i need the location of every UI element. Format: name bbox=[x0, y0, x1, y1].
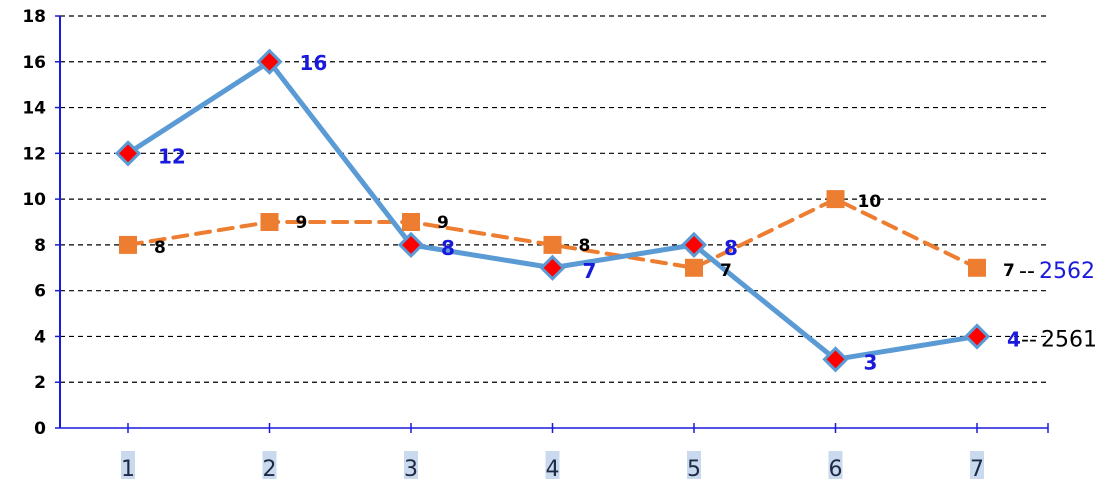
y-tick-label: 18 bbox=[22, 7, 46, 27]
data-label: 3 bbox=[864, 350, 878, 374]
x-tick-label: 4 bbox=[546, 457, 560, 482]
series-name-separator: -- bbox=[1021, 327, 1037, 352]
data-label: 8 bbox=[441, 236, 455, 260]
x-tick-label: 2 bbox=[263, 457, 277, 482]
series-name-label: 2562 bbox=[1039, 259, 1095, 284]
data-label: 9 bbox=[296, 213, 308, 233]
data-point-marker bbox=[539, 254, 566, 281]
y-tick-label: 14 bbox=[22, 99, 46, 119]
data-label: 10 bbox=[858, 192, 882, 212]
data-label: 8 bbox=[724, 236, 738, 260]
x-tick-highlight bbox=[121, 451, 135, 479]
y-tick-label: 12 bbox=[22, 144, 46, 164]
data-label: 4 bbox=[1007, 327, 1021, 351]
y-tick-label: 10 bbox=[22, 190, 46, 210]
data-point-marker bbox=[822, 346, 849, 373]
data-point-marker bbox=[543, 235, 562, 254]
data-label: 16 bbox=[300, 51, 328, 75]
data-point-marker bbox=[119, 235, 137, 254]
data-label: 7 bbox=[720, 261, 732, 281]
x-tick-label: 5 bbox=[687, 457, 701, 482]
data-point-marker bbox=[114, 140, 142, 167]
data-label: 9 bbox=[437, 213, 449, 233]
x-tick-highlight bbox=[970, 451, 984, 479]
data-point-marker bbox=[402, 213, 420, 231]
data-point-marker bbox=[968, 258, 986, 277]
x-tick-highlight bbox=[262, 451, 277, 479]
data-point-marker bbox=[397, 231, 425, 259]
x-tick-highlight bbox=[545, 451, 560, 479]
series-name-separator: -- bbox=[1019, 259, 1035, 284]
data-point-marker bbox=[256, 48, 283, 75]
y-tick-label: 8 bbox=[34, 236, 46, 256]
series-markers bbox=[114, 48, 991, 373]
gridlines bbox=[60, 15, 1048, 383]
y-tick-label: 4 bbox=[34, 327, 46, 347]
data-label: 8 bbox=[154, 238, 166, 258]
x-tick-label: 7 bbox=[970, 457, 984, 482]
x-axis-tick-labels: 1 2 3 4 5 6 7 bbox=[121, 451, 984, 482]
x-tick-highlight bbox=[828, 451, 843, 479]
y-tick-label: 16 bbox=[22, 53, 46, 73]
x-tick-highlight bbox=[404, 451, 418, 479]
data-point-marker bbox=[826, 190, 845, 209]
data-point-marker bbox=[685, 258, 703, 277]
axes bbox=[55, 15, 1049, 433]
x-tick-label: 3 bbox=[404, 457, 418, 482]
y-tick-label: 2 bbox=[34, 373, 46, 393]
data-point-marker bbox=[680, 231, 708, 259]
x-tick-label: 1 bbox=[121, 457, 135, 482]
data-label: 7 bbox=[1003, 261, 1015, 281]
data-label: 7 bbox=[583, 259, 597, 283]
data-label: 8 bbox=[579, 236, 591, 256]
x-tick-label: 6 bbox=[829, 457, 843, 482]
series-line-2561 bbox=[125, 59, 980, 362]
series-lines bbox=[125, 59, 980, 362]
y-tick-label: 6 bbox=[34, 282, 46, 302]
y-tick-label: 0 bbox=[34, 419, 46, 439]
data-point-marker bbox=[963, 323, 991, 350]
x-tick-highlight bbox=[687, 451, 701, 479]
data-label: 12 bbox=[158, 144, 186, 168]
series-name-label: 2561 bbox=[1041, 327, 1097, 352]
data-point-marker bbox=[260, 213, 279, 231]
y-axis-tick-labels: 0 2 4 6 8 10 12 14 16 18 bbox=[22, 7, 46, 439]
